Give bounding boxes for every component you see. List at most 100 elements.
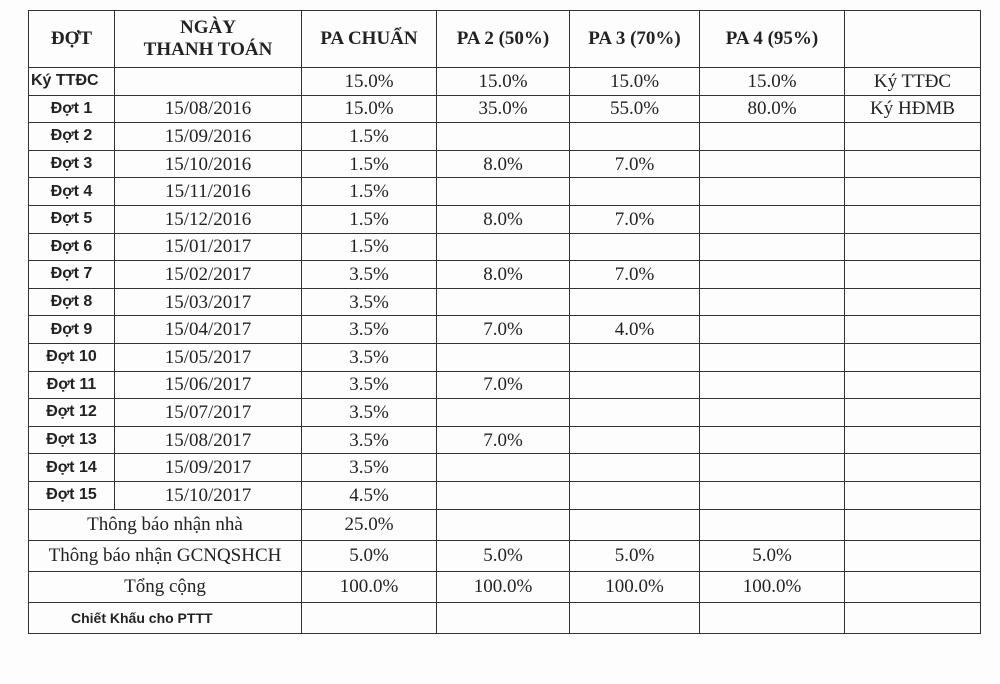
discount-pa4 <box>699 601 845 634</box>
summary-pa4: 100.0% <box>699 570 845 603</box>
row-payment-date: 15/01/2017 <box>114 232 302 262</box>
row-payment-date: 15/08/2017 <box>114 425 302 455</box>
row-note <box>844 204 981 234</box>
row-pa-chuan: 4.5% <box>301 480 437 510</box>
row-pa4 <box>699 398 845 427</box>
row-dot-label: Đợt 10 <box>28 342 115 372</box>
row-pa3 <box>569 398 700 427</box>
row-dot-label: Đợt 1 <box>28 94 115 124</box>
header-note <box>844 10 981 68</box>
row-payment-date: 15/08/2016 <box>114 94 302 124</box>
row-pa3 <box>569 453 700 482</box>
row-note <box>844 370 981 400</box>
summary-pa2 <box>436 508 570 541</box>
row-note <box>844 480 981 510</box>
row-pa3 <box>569 480 700 510</box>
row-pa4 <box>699 260 845 289</box>
row-note: Ký TTĐC <box>844 67 981 96</box>
row-pa2 <box>436 122 570 151</box>
row-payment-date: 15/07/2017 <box>114 398 302 427</box>
row-dot-label: Đợt 5 <box>28 204 115 234</box>
row-payment-date: 15/11/2016 <box>114 177 302 206</box>
summary-pa4 <box>699 508 845 541</box>
row-pa4 <box>699 453 845 482</box>
row-note <box>844 342 981 372</box>
row-pa4 <box>699 122 845 151</box>
summary-pa-chuan: 25.0% <box>301 508 437 541</box>
row-pa2 <box>436 342 570 372</box>
row-note <box>844 315 981 344</box>
summary-pa-chuan: 5.0% <box>301 539 437 572</box>
row-pa3 <box>569 342 700 372</box>
header-pa3: PA 3 (70%) <box>569 10 700 68</box>
row-pa4 <box>699 370 845 400</box>
row-pa-chuan: 3.5% <box>301 260 437 289</box>
table-row: Đợt 7 15/02/2017 3.5% 8.0% 7.0% <box>28 260 981 289</box>
row-pa-chuan: 3.5% <box>301 342 437 372</box>
header-pa4: PA 4 (95%) <box>699 10 845 68</box>
summary-note <box>844 508 981 541</box>
row-pa-chuan: 3.5% <box>301 398 437 427</box>
header-pa2: PA 2 (50%) <box>436 10 570 68</box>
row-note: Ký HĐMB <box>844 94 981 124</box>
table-row: Đợt 6 15/01/2017 1.5% <box>28 232 981 262</box>
header-dot: ĐỢT <box>28 10 115 68</box>
summary-pa-chuan: 100.0% <box>301 570 437 603</box>
row-dot-label: Đợt 2 <box>28 122 115 151</box>
row-pa3 <box>569 287 700 317</box>
discount-row: Chiết Khấu cho PTTT <box>28 601 981 634</box>
row-pa-chuan: 3.5% <box>301 425 437 455</box>
row-payment-date: 15/05/2017 <box>114 342 302 372</box>
table-row: Đợt 12 15/07/2017 3.5% <box>28 398 981 427</box>
row-pa-chuan: 3.5% <box>301 370 437 400</box>
payment-schedule-table: ĐỢT NGÀY THANH TOÁN PA CHUẨN PA 2 (50%) … <box>28 10 981 634</box>
row-dot-label: Đợt 15 <box>28 480 115 510</box>
row-pa3: 7.0% <box>569 260 700 289</box>
summary-label: Tổng cộng <box>28 570 302 603</box>
table-row: Đợt 3 15/10/2016 1.5% 8.0% 7.0% <box>28 149 981 179</box>
row-pa4 <box>699 287 845 317</box>
row-pa2 <box>436 177 570 206</box>
row-note <box>844 149 981 179</box>
row-note <box>844 453 981 482</box>
row-pa2 <box>436 453 570 482</box>
row-pa4: 80.0% <box>699 94 845 124</box>
summary-note <box>844 539 981 572</box>
discount-note <box>844 601 981 634</box>
table-row: Đợt 13 15/08/2017 3.5% 7.0% <box>28 425 981 455</box>
row-note <box>844 232 981 262</box>
row-payment-date <box>114 67 302 96</box>
row-pa3 <box>569 232 700 262</box>
discount-label: Chiết Khấu cho PTTT <box>28 601 302 634</box>
row-payment-date: 15/10/2016 <box>114 149 302 179</box>
summary-pa4: 5.0% <box>699 539 845 572</box>
table-row: Đợt 14 15/09/2017 3.5% <box>28 453 981 482</box>
row-pa-chuan: 3.5% <box>301 287 437 317</box>
row-pa2: 35.0% <box>436 94 570 124</box>
row-payment-date: 15/10/2017 <box>114 480 302 510</box>
row-pa4 <box>699 149 845 179</box>
table-row: Đợt 9 15/04/2017 3.5% 7.0% 4.0% <box>28 315 981 344</box>
summary-row: Thông báo nhận GCNQSHCH 5.0% 5.0% 5.0% 5.0% <box>28 539 981 572</box>
row-dot-label: Đợt 9 <box>28 315 115 344</box>
table-row: Đợt 11 15/06/2017 3.5% 7.0% <box>28 370 981 400</box>
row-dot-label: Đợt 4 <box>28 177 115 206</box>
summary-note <box>844 570 981 603</box>
header-payment-date: NGÀY THANH TOÁN <box>114 10 302 68</box>
row-payment-date: 15/06/2017 <box>114 370 302 400</box>
row-pa3 <box>569 177 700 206</box>
row-pa3: 4.0% <box>569 315 700 344</box>
row-pa4: 15.0% <box>699 67 845 96</box>
row-dot-label: Đợt 8 <box>28 287 115 317</box>
row-pa2 <box>436 232 570 262</box>
row-note <box>844 122 981 151</box>
row-pa2: 15.0% <box>436 67 570 96</box>
row-dot-label: Đợt 3 <box>28 149 115 179</box>
summary-pa3: 100.0% <box>569 570 700 603</box>
table-row: Đợt 1 15/08/2016 15.0% 35.0% 55.0% 80.0% Ký HĐ… <box>28 94 981 124</box>
row-note <box>844 398 981 427</box>
row-pa4 <box>699 342 845 372</box>
row-pa4 <box>699 425 845 455</box>
row-payment-date: 15/09/2016 <box>114 122 302 151</box>
